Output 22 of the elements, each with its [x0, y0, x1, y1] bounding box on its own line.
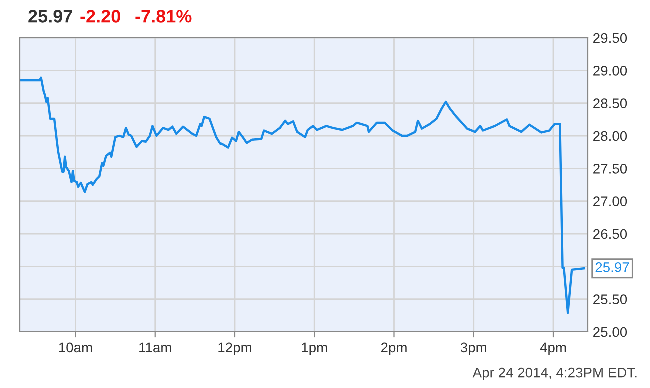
x-tick-label: 2pm — [381, 342, 407, 356]
y-tick-label: 26.50 — [594, 229, 628, 240]
line-series — [20, 76, 586, 314]
x-tick-label: 3pm — [460, 342, 486, 356]
y-tick-label: 29.00 — [594, 66, 628, 76]
text: Apr 24 2014, 4:23PM EDT. — [472, 368, 637, 380]
y-tick-label: 25.00 — [594, 327, 628, 338]
x-tick-label: 4pm — [540, 342, 566, 356]
x-tick-label: 11am — [140, 342, 172, 353]
y-tick-label: 28.50 — [594, 98, 628, 109]
annotation: 25.97 — [596, 262, 630, 272]
x-tick-label: 12pm — [218, 342, 252, 356]
y-tick-label: 28.00 — [594, 131, 628, 142]
y-tick-label: 29.50 — [594, 33, 628, 44]
x-tick-label: 1pm — [302, 342, 328, 356]
text: -7.81% — [136, 10, 192, 23]
text: -2.20 — [80, 10, 120, 23]
chart-title: 25.97 — [28, 10, 72, 23]
y-tick-label: 25.50 — [594, 294, 628, 305]
y-tick-label: 27.00 — [594, 196, 628, 207]
y-tick-label: 27.50 — [594, 164, 628, 174]
x-tick-label: 10am — [59, 342, 92, 353]
